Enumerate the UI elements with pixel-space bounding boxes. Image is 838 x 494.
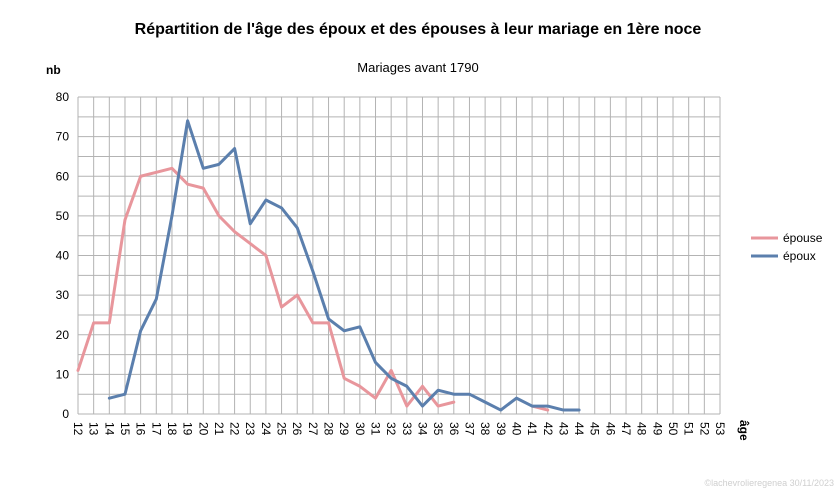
x-tick-label: 27 <box>306 422 320 436</box>
x-tick-label: 22 <box>228 422 242 436</box>
x-tick-label: 31 <box>369 422 383 436</box>
y-tick-label: 60 <box>56 169 70 183</box>
x-tick-label: 16 <box>134 422 148 436</box>
x-tick-label: 34 <box>415 422 429 436</box>
x-tick-label: 37 <box>462 422 476 436</box>
x-tick-label: 13 <box>87 422 101 436</box>
chart-subtitle: Mariages avant 1790 <box>357 60 478 75</box>
y-axis: 0 10 20 30 40 50 60 70 80 <box>56 90 70 421</box>
x-tick-label: 40 <box>509 422 523 436</box>
y-tick-label: 40 <box>56 249 70 263</box>
x-tick-label: 45 <box>588 422 602 436</box>
x-tick-label: 41 <box>525 422 539 436</box>
watermark: ©lachevrolieregenea 30/11/2023 <box>704 478 834 488</box>
x-tick-label: 21 <box>212 422 226 436</box>
y-tick-label: 80 <box>56 90 70 104</box>
x-tick-label: 28 <box>322 422 336 436</box>
x-tick-label: 24 <box>259 422 273 436</box>
x-tick-label: 14 <box>102 422 116 436</box>
y-tick-label: 10 <box>56 367 70 381</box>
x-tick-label: 53 <box>713 422 727 436</box>
x-tick-label: 35 <box>431 422 445 436</box>
x-axis-title: âge <box>737 420 751 441</box>
series-lines <box>76 119 581 412</box>
x-tick-label: 15 <box>118 422 132 436</box>
x-tick-label: 25 <box>275 422 289 436</box>
legend: épouse époux <box>751 231 823 263</box>
x-tick-label: 44 <box>572 422 586 436</box>
y-tick-label: 20 <box>56 328 70 342</box>
x-tick-label: 42 <box>541 422 555 436</box>
x-tick-label: 43 <box>556 422 570 436</box>
y-axis-title: nb <box>46 63 61 77</box>
x-tick-label: 48 <box>635 422 649 436</box>
x-tick-label: 20 <box>196 422 210 436</box>
legend-label: époux <box>783 249 816 263</box>
x-tick-label: 29 <box>337 422 351 436</box>
x-tick-label: 47 <box>619 422 633 436</box>
x-axis: 12 13 14 15 16 17 18 19 20 21 22 23 24 25 26 27 28 29 30 31… <box>71 422 727 436</box>
x-tick-label: 17 <box>149 422 163 436</box>
x-tick-label: 26 <box>290 422 304 436</box>
grid <box>77 96 721 415</box>
x-tick-label: 50 <box>666 422 680 436</box>
x-tick-label: 52 <box>697 422 711 436</box>
x-tick-label: 46 <box>603 422 617 436</box>
x-tick-label: 51 <box>682 422 696 436</box>
chart-title: Répartition de l'âge des époux et des ép… <box>135 21 702 38</box>
y-tick-label: 30 <box>56 288 70 302</box>
x-tick-label: 49 <box>650 422 664 436</box>
series-line-époux <box>107 119 581 412</box>
x-tick-label: 33 <box>400 422 414 436</box>
x-tick-label: 23 <box>243 422 257 436</box>
y-tick-label: 0 <box>62 407 69 421</box>
x-tick-label: 39 <box>494 422 508 436</box>
y-tick-label: 50 <box>56 209 70 223</box>
x-tick-label: 30 <box>353 422 367 436</box>
x-tick-label: 18 <box>165 422 179 436</box>
x-tick-label: 12 <box>71 422 85 436</box>
x-tick-label: 38 <box>478 422 492 436</box>
x-tick-label: 32 <box>384 422 398 436</box>
x-tick-label: 36 <box>447 422 461 436</box>
x-tick-label: 19 <box>181 422 195 436</box>
legend-label: épouse <box>783 231 823 245</box>
y-tick-label: 70 <box>56 130 70 144</box>
